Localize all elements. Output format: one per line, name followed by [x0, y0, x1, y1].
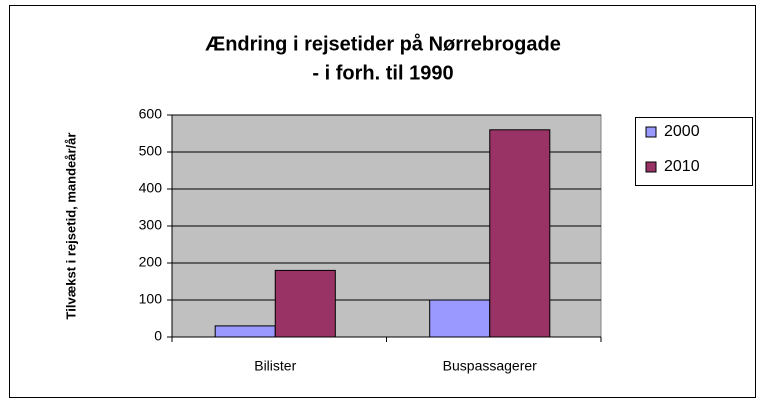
- legend-swatch: [645, 126, 657, 138]
- bar: [274, 269, 336, 338]
- y-tick-label: 100: [139, 291, 163, 307]
- bar: [429, 299, 491, 338]
- y-tick-label: 0: [154, 328, 162, 344]
- chart-title: Ændring i rejsetider på Nørrebrogade: [205, 32, 561, 55]
- bar: [489, 129, 551, 338]
- y-tick-label: 200: [139, 254, 163, 270]
- y-tick-label: 600: [139, 106, 163, 122]
- legend-label: 2000: [664, 123, 700, 140]
- legend-swatch: [645, 161, 657, 173]
- y-tick-label: 400: [139, 180, 163, 196]
- y-axis-label: Tilvækst i rejsetid, mandeår/år: [63, 133, 78, 320]
- chart-subtitle: - i forh. til 1990: [312, 62, 453, 84]
- x-tick-label: Buspassagerer: [443, 358, 538, 374]
- y-tick-label: 300: [139, 217, 163, 233]
- bar: [214, 325, 276, 338]
- y-tick-label: 500: [139, 143, 163, 159]
- x-tick-label: Bilister: [254, 358, 296, 374]
- legend-label: 2010: [664, 158, 700, 175]
